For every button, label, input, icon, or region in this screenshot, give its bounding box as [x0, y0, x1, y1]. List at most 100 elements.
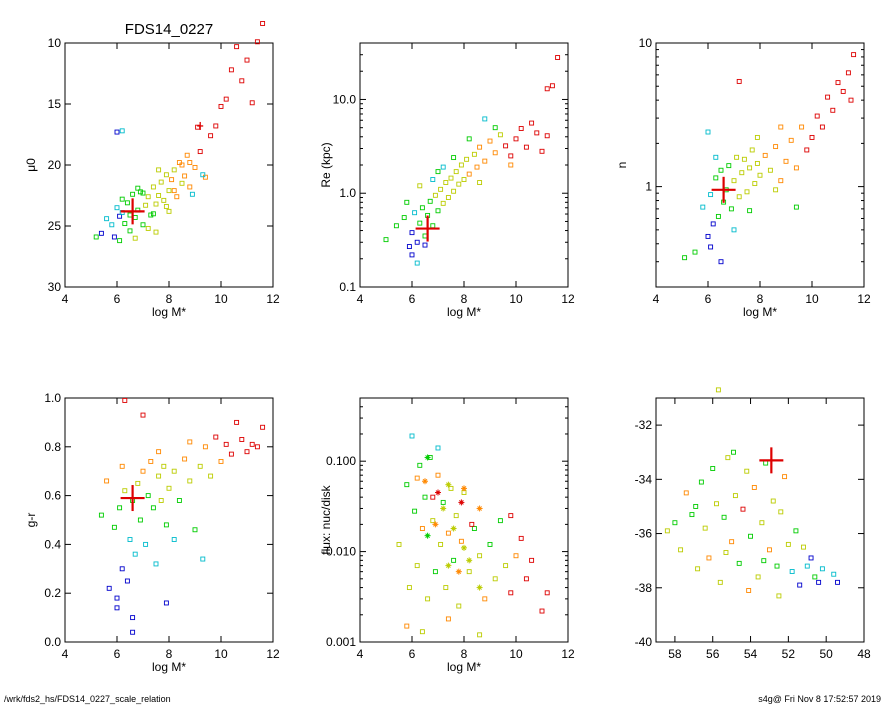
scatter-point — [809, 134, 815, 140]
scatter-point — [544, 590, 550, 596]
scatter-point — [122, 397, 128, 403]
scatter-point — [414, 239, 420, 245]
scatter-point — [731, 178, 737, 184]
x-tick-label: 58 — [668, 647, 682, 661]
scatter-point — [487, 541, 493, 547]
scatter-point — [106, 585, 112, 591]
scatter-point — [831, 571, 837, 577]
scatter-point — [184, 152, 190, 158]
scatter-point — [508, 513, 514, 519]
scatter-point — [404, 482, 410, 488]
scatter-point — [755, 574, 761, 580]
scatter-point — [148, 212, 154, 218]
scatter-point — [417, 183, 423, 189]
scatter-point — [234, 419, 240, 425]
scatter-point — [471, 151, 477, 157]
scatter-point — [124, 200, 130, 206]
scatter-point — [132, 551, 138, 557]
scatter-point — [244, 449, 250, 455]
scatter-point — [393, 223, 399, 229]
scatter-point — [718, 167, 724, 173]
scatter-point — [117, 213, 123, 219]
x-tick-label: 6 — [114, 647, 121, 661]
scatter-point — [763, 460, 769, 466]
plot-frame — [64, 397, 274, 643]
scatter-point — [732, 493, 738, 499]
scatter-point — [710, 466, 716, 471]
scatter-point — [692, 249, 698, 255]
star-point — [455, 568, 462, 575]
scatter-point — [448, 175, 454, 181]
scatter-point — [830, 107, 836, 113]
scatter-point — [422, 242, 428, 248]
scatter-point — [127, 212, 133, 218]
scatter-point — [114, 605, 120, 611]
scatter-point — [544, 133, 550, 139]
scatter-point — [814, 113, 820, 119]
scatter-point — [664, 528, 670, 534]
x-tick-label: 4 — [357, 292, 364, 306]
x-tick-label: 6 — [705, 292, 712, 306]
scatter-point — [477, 144, 483, 150]
scatter-point — [254, 444, 260, 450]
scatter-point — [539, 148, 545, 154]
scatter-point — [529, 120, 535, 126]
scatter-point — [456, 181, 462, 187]
scatter-point — [440, 499, 446, 505]
scatter-point — [678, 547, 684, 553]
scatter-point — [715, 213, 721, 219]
scatter-point — [114, 129, 120, 135]
scatter-point — [145, 194, 151, 200]
y-tick-label: 0.1 — [339, 280, 356, 294]
scatter-point — [544, 86, 550, 92]
scatter-point — [778, 178, 784, 184]
scatter-point — [767, 167, 773, 173]
scatter-point — [497, 518, 503, 524]
scatter-point — [482, 158, 488, 164]
scatter-point — [508, 590, 514, 596]
scatter-point — [793, 528, 799, 534]
scatter-point — [461, 177, 467, 182]
scatter-point — [534, 130, 540, 136]
scatter-point — [202, 444, 208, 450]
scatter-point — [503, 143, 509, 149]
scatter-point — [218, 103, 224, 109]
x-tick-label: 50 — [820, 647, 834, 661]
x-tick-label: 52 — [782, 647, 796, 661]
scatter-point — [443, 585, 449, 591]
scatter-point — [451, 155, 457, 161]
x-tick-label: 10 — [509, 292, 523, 306]
x-axis-label: log M* — [152, 305, 186, 319]
scatter-point — [114, 205, 120, 211]
scatter-point — [130, 615, 136, 621]
scatter-point — [158, 179, 164, 185]
scatter-point — [228, 67, 234, 73]
scatter-point — [726, 163, 732, 169]
scatter-point — [150, 184, 156, 190]
plot-frame — [359, 397, 569, 643]
x-tick-label: 12 — [266, 292, 280, 306]
scatter-point — [513, 136, 519, 142]
scatter-point — [111, 524, 117, 530]
scatter-point — [122, 221, 128, 227]
x-tick-label: 8 — [757, 292, 764, 306]
scatter-point — [140, 468, 146, 474]
scatter-point — [409, 433, 415, 439]
scatter-point — [471, 526, 477, 531]
scatter-point — [414, 563, 420, 569]
scatter-point — [466, 569, 472, 575]
scatter-point — [523, 144, 529, 150]
x-tick-label: 12 — [561, 647, 575, 661]
scatter-point — [176, 498, 182, 503]
scatter-point — [430, 223, 436, 229]
scatter-point — [793, 204, 799, 210]
panel-4: 4 6 8 10 12 0.0 0.2 0.4 0.6 0.8 1.0 log M* g-r — [24, 391, 280, 674]
scatter-point — [503, 563, 509, 569]
plot-frame — [655, 42, 865, 288]
scatter-point — [156, 167, 162, 173]
scatter-point — [122, 488, 128, 494]
scatter-point — [672, 520, 678, 526]
y-tick-label: -34 — [635, 472, 653, 486]
scatter-point — [776, 593, 782, 599]
star-point — [461, 485, 467, 492]
